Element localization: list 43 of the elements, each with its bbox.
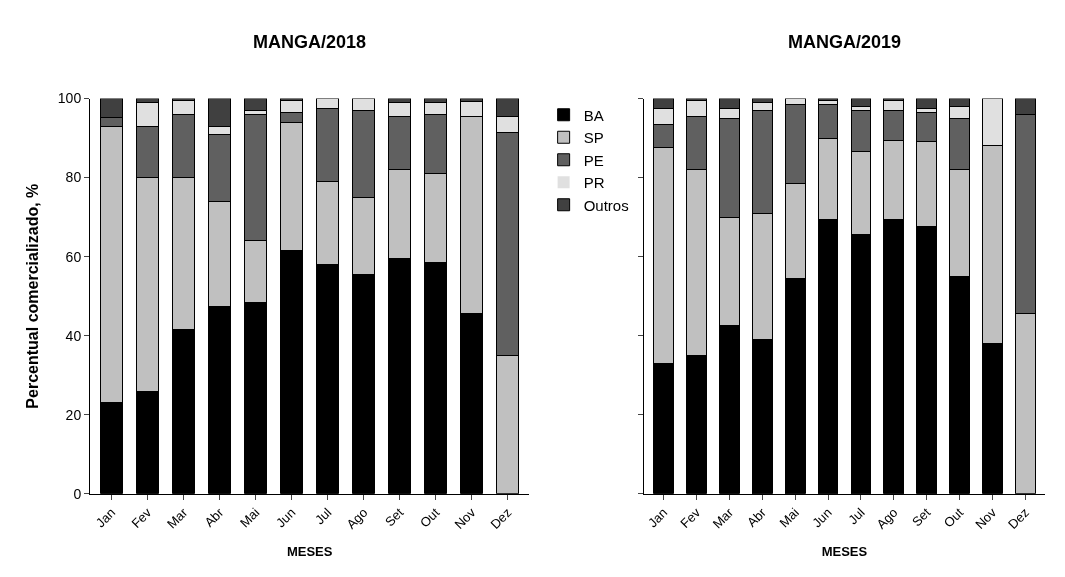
y-tick-label: 60 [65,248,82,265]
x-tick-label: Abr [744,504,770,530]
x-tick-label: Nov [972,504,1000,532]
x-axis-title: MESES [821,543,868,559]
x-tick-label: Jun [809,504,835,531]
legend-label: Outros [583,196,629,214]
y-tick-label: 40 [65,327,82,344]
x-tick-label: Out [940,504,967,531]
bar [244,98,267,111]
x-tick-label: Set [381,504,407,530]
x-tick-label: Ago [873,504,901,532]
chart-title: MANGA/2019 [788,32,902,52]
x-tick-label: Out [416,504,443,531]
x-tick-label: Jul [312,504,335,528]
x-tick-label: Dez [1005,504,1032,532]
legend-label: PR [583,174,605,192]
y-tick-label: 20 [65,406,82,423]
y-tick-label: 100 [57,90,82,107]
x-tick-label: Set [908,504,934,530]
x-tick-label: Dez [487,504,515,532]
y-tick-label: 0 [73,485,82,502]
x-axis-title: MESES [286,543,333,559]
x-tick-label: Jun [272,504,299,531]
x-tick-label: Ago [343,504,371,532]
chart-title: MANGA/2018 [253,32,367,52]
x-tick-label: Fev [128,504,155,531]
y-axis-title: Percentual comercializado, % [23,183,41,409]
legend-label: BA [583,106,604,124]
x-tick-label: Abr [201,504,227,530]
y-tick-label: 80 [65,169,82,186]
x-tick-label: Fev [677,504,704,531]
x-tick-label: Nov [451,504,479,532]
x-tick-label: Mai [236,504,263,531]
legend-label: PE [583,151,604,169]
x-tick-label: Jan [644,504,671,531]
x-tick-label: Mai [776,504,802,531]
x-tick-label: Jul [845,504,868,528]
bar [850,98,872,107]
x-tick-label: Jan [92,504,119,531]
x-tick-label: Mar [163,504,191,532]
bar [916,98,938,109]
x-tick-label: Mar [709,504,737,532]
legend-label: SP [583,129,604,147]
